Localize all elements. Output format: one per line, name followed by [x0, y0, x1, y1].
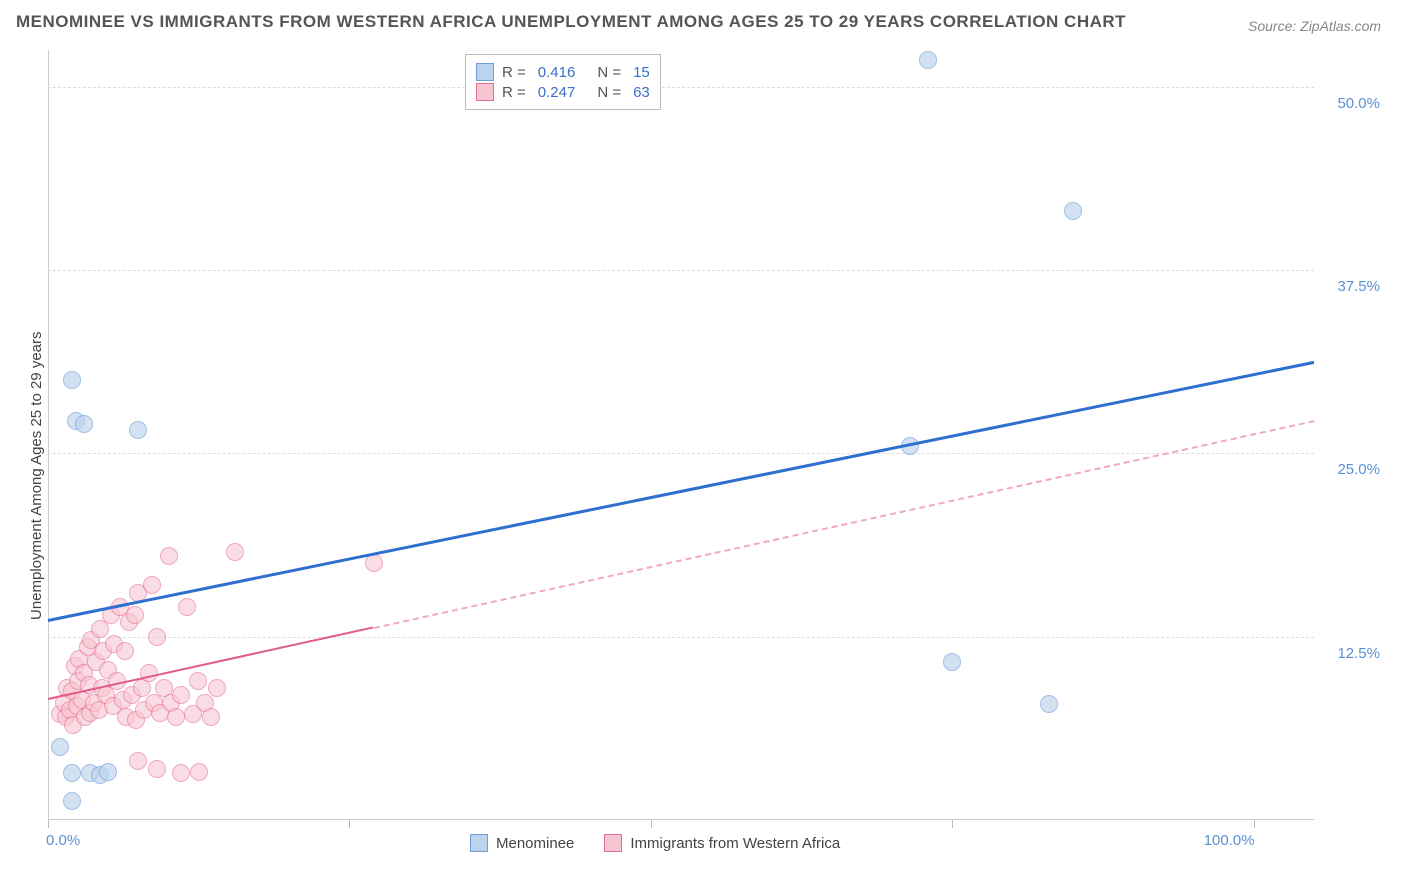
legend-n-label: N =	[597, 64, 621, 81]
gridline	[48, 637, 1314, 638]
legend-swatch	[604, 834, 622, 852]
chart-title: MENOMINEE VS IMMIGRANTS FROM WESTERN AFR…	[16, 12, 1126, 32]
data-point	[1064, 202, 1082, 220]
data-point	[63, 371, 81, 389]
y-axis-line	[48, 50, 49, 820]
data-point	[919, 51, 937, 69]
data-point	[99, 763, 117, 781]
data-point	[116, 642, 134, 660]
legend-series-item: Immigrants from Western Africa	[604, 834, 840, 852]
data-point	[143, 576, 161, 594]
legend-n-value: 63	[633, 84, 650, 101]
legend-swatch	[476, 83, 494, 101]
regression-line	[48, 361, 1315, 622]
data-point	[167, 708, 185, 726]
legend-series-item: Menominee	[470, 834, 574, 852]
legend-n-label: N =	[597, 84, 621, 101]
legend-r-label: R =	[502, 64, 526, 81]
data-point	[75, 415, 93, 433]
data-point	[148, 760, 166, 778]
data-point	[160, 547, 178, 565]
legend-stats-row: R = 0.247 N = 63	[476, 83, 650, 101]
data-point	[51, 738, 69, 756]
legend-series: Menominee Immigrants from Western Africa	[470, 834, 840, 852]
data-point	[172, 764, 190, 782]
legend-series-label: Menominee	[496, 835, 574, 852]
legend-swatch	[476, 63, 494, 81]
x-tick-label: 0.0%	[46, 832, 80, 849]
data-point	[63, 792, 81, 810]
gridline	[48, 453, 1314, 454]
legend-r-value: 0.416	[538, 64, 576, 81]
data-point	[208, 679, 226, 697]
data-point	[91, 620, 109, 638]
x-tick-mark	[48, 820, 49, 828]
data-point	[129, 752, 147, 770]
x-tick-mark	[349, 820, 350, 828]
legend-swatch	[470, 834, 488, 852]
legend-stats: R = 0.416 N = 15 R = 0.247 N = 63	[465, 54, 661, 110]
y-tick-label: 50.0%	[1320, 95, 1380, 112]
legend-n-value: 15	[633, 64, 650, 81]
data-point	[126, 606, 144, 624]
data-point	[365, 554, 383, 572]
data-point	[63, 764, 81, 782]
gridline	[48, 87, 1314, 88]
data-point	[190, 763, 208, 781]
x-tick-mark	[952, 820, 953, 828]
data-point	[1040, 695, 1058, 713]
data-point	[178, 598, 196, 616]
data-point	[129, 421, 147, 439]
y-tick-label: 25.0%	[1320, 461, 1380, 478]
data-point	[189, 672, 207, 690]
legend-stats-row: R = 0.416 N = 15	[476, 63, 650, 81]
legend-r-value: 0.247	[538, 84, 576, 101]
plot-area: 12.5%25.0%37.5%50.0%0.0%100.0%	[48, 50, 1314, 820]
data-point	[172, 686, 190, 704]
x-tick-label: 100.0%	[1204, 832, 1255, 849]
chart-container: MENOMINEE VS IMMIGRANTS FROM WESTERN AFR…	[0, 0, 1406, 892]
y-tick-label: 37.5%	[1320, 278, 1380, 295]
data-point	[943, 653, 961, 671]
legend-r-label: R =	[502, 84, 526, 101]
legend-series-label: Immigrants from Western Africa	[630, 835, 840, 852]
x-tick-mark	[1254, 820, 1255, 828]
x-tick-mark	[651, 820, 652, 828]
source-label: Source: ZipAtlas.com	[1248, 18, 1381, 34]
data-point	[202, 708, 220, 726]
data-point	[148, 628, 166, 646]
data-point	[226, 543, 244, 561]
x-axis-line	[48, 819, 1314, 820]
y-axis-label: Unemployment Among Ages 25 to 29 years	[28, 331, 45, 620]
gridline	[48, 270, 1314, 271]
y-tick-label: 12.5%	[1320, 645, 1380, 662]
